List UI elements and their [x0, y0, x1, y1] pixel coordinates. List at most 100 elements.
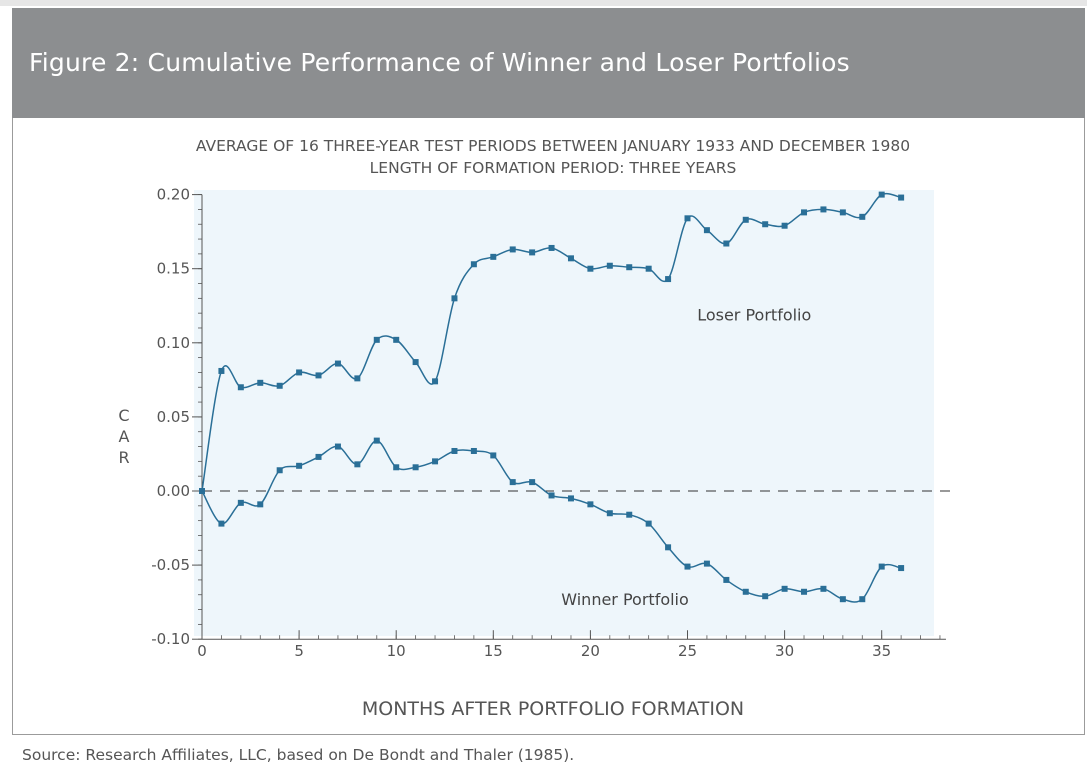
data-point — [432, 378, 439, 385]
data-point — [878, 563, 885, 570]
y-tick-label: 0.00 — [157, 482, 190, 500]
chart-subtitle: AVERAGE OF 16 THREE-YEAR TEST PERIODS BE… — [196, 137, 910, 177]
data-point — [703, 227, 710, 234]
data-point — [781, 585, 788, 592]
y-tick-label: 0.20 — [157, 186, 190, 204]
y-tick-label: 0.15 — [157, 260, 190, 278]
data-point — [723, 576, 730, 583]
data-point — [723, 240, 730, 247]
data-point — [393, 336, 400, 343]
data-point — [684, 563, 691, 570]
data-point — [548, 492, 555, 499]
data-point — [218, 520, 225, 527]
data-point — [839, 596, 846, 603]
data-point — [665, 276, 672, 283]
data-point — [859, 596, 866, 603]
data-point — [684, 215, 691, 222]
x-tick-label: 10 — [387, 642, 406, 660]
figure-title: Figure 2: Cumulative Performance of Winn… — [29, 48, 850, 77]
data-point — [509, 246, 516, 253]
data-point — [334, 360, 341, 367]
data-point — [839, 209, 846, 216]
data-point — [548, 244, 555, 251]
chart-subtitle-line-1: AVERAGE OF 16 THREE-YEAR TEST PERIODS BE… — [196, 137, 910, 155]
data-point — [781, 222, 788, 229]
y-axis-label-letter: C — [118, 406, 129, 425]
data-point — [412, 464, 419, 471]
data-point — [296, 369, 303, 376]
data-point — [451, 295, 458, 302]
data-point — [412, 359, 419, 366]
x-tick-label: 0 — [197, 642, 207, 660]
x-axis-label: MONTHS AFTER PORTFOLIO FORMATION — [362, 698, 744, 720]
data-point — [606, 510, 613, 517]
data-point — [742, 216, 749, 223]
data-point — [451, 447, 458, 454]
data-point — [762, 221, 769, 228]
data-point — [373, 437, 380, 444]
data-point — [645, 520, 652, 527]
data-point — [567, 495, 574, 502]
data-point — [276, 382, 283, 389]
data-point — [373, 336, 380, 343]
data-point — [257, 501, 264, 508]
data-point — [315, 453, 322, 460]
y-tick-label: -0.10 — [151, 630, 190, 648]
series-label: Winner Portfolio — [561, 590, 689, 609]
data-point — [898, 194, 905, 201]
y-tick-label: -0.05 — [151, 556, 190, 574]
data-point — [315, 372, 322, 379]
data-point — [490, 253, 497, 260]
plot-area — [194, 190, 934, 636]
axes: 0.20 0.15 0.10 0.05 0.00 -0.05 -0.10 0 5 10 15 20 25… — [151, 186, 946, 660]
data-point — [237, 384, 244, 391]
data-point — [529, 249, 536, 256]
x-tick-label: 20 — [581, 642, 600, 660]
data-point — [626, 264, 633, 271]
data-point — [432, 458, 439, 465]
data-point — [276, 467, 283, 474]
data-point — [742, 588, 749, 595]
series-loser-portfolio: Loser Portfolio — [199, 191, 905, 494]
series-group: Loser Portfolio Winner Portfolio — [199, 191, 905, 609]
data-point — [859, 213, 866, 220]
data-point — [296, 462, 303, 469]
y-axis-label: CAR — [118, 406, 129, 467]
data-point — [606, 262, 613, 269]
data-point — [509, 479, 516, 486]
data-point — [801, 209, 808, 216]
data-point — [218, 367, 225, 374]
data-point — [490, 452, 497, 459]
data-point — [626, 511, 633, 518]
data-point — [587, 501, 594, 508]
y-tick-label: 0.10 — [157, 334, 190, 352]
y-axis-label-letter: R — [118, 448, 129, 467]
top-rule — [0, 0, 1087, 6]
data-point — [237, 499, 244, 506]
data-point — [645, 265, 652, 272]
x-tick-label: 30 — [775, 642, 794, 660]
data-point — [898, 565, 905, 572]
figure-body: AVERAGE OF 16 THREE-YEAR TEST PERIODS BE… — [12, 118, 1085, 735]
data-point — [587, 265, 594, 272]
chart-subtitle-line-2: LENGTH OF FORMATION PERIOD: THREE YEARS — [370, 159, 737, 177]
chart: AVERAGE OF 16 THREE-YEAR TEST PERIODS BE… — [118, 137, 952, 720]
data-point — [762, 593, 769, 600]
data-point — [820, 206, 827, 213]
data-point — [801, 588, 808, 595]
series-label: Loser Portfolio — [697, 306, 811, 325]
data-point — [393, 464, 400, 471]
x-tick-label: 35 — [872, 642, 891, 660]
data-point — [199, 488, 205, 494]
x-tick-label: 15 — [484, 642, 503, 660]
x-tick-label: 25 — [678, 642, 697, 660]
data-point — [567, 255, 574, 262]
data-point — [665, 544, 672, 551]
series-winner-portfolio: Winner Portfolio — [199, 437, 905, 609]
data-point — [470, 447, 477, 454]
data-point — [354, 375, 361, 382]
data-point — [820, 585, 827, 592]
y-tick-label: 0.05 — [157, 408, 190, 426]
data-point — [470, 261, 477, 268]
figure-header: Figure 2: Cumulative Performance of Winn… — [12, 8, 1085, 118]
